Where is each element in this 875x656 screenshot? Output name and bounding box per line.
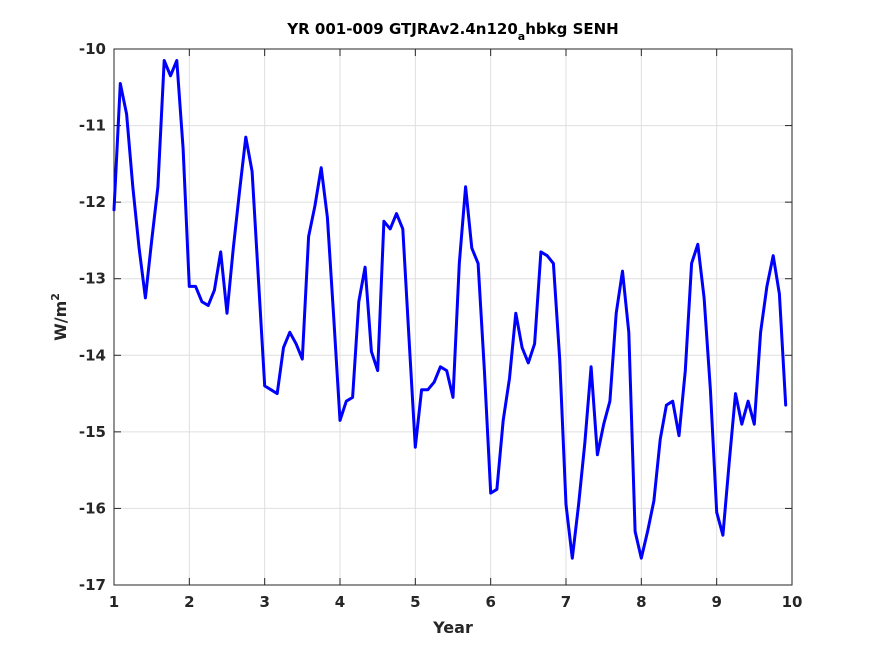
x-tick-label: 6 (485, 593, 495, 611)
chart-title: YR 001-009 GTJRAv2.4n120ahbkg SENH (286, 20, 618, 43)
x-tick-label: 3 (259, 593, 269, 611)
chart-title-subscript: a (518, 30, 525, 43)
y-tick-label: -17 (79, 576, 106, 594)
y-tick-label: -11 (79, 117, 106, 135)
y-tick-label: -16 (79, 499, 106, 517)
x-tick-label: 4 (335, 593, 345, 611)
y-tick-label: -13 (79, 270, 106, 288)
series-line (112, 59, 788, 560)
y-axis-label-base: W/m (51, 301, 70, 341)
x-tick-label: 9 (711, 593, 721, 611)
chart-title-tail: hbkg SENH (525, 20, 619, 38)
y-axis-label: W/m2 (49, 293, 70, 341)
x-tick-label: 8 (636, 593, 646, 611)
y-tick-label: -14 (79, 346, 106, 364)
x-tick-labels: 1 2 3 4 5 6 7 8 9 10 (109, 593, 803, 611)
y-tick-label: -10 (79, 40, 106, 58)
y-tick-label: -15 (79, 423, 106, 441)
plot-background (114, 49, 792, 585)
y-tick-labels: -17 -16 -15 -14 -13 -12 -11 -10 (79, 40, 106, 594)
x-tick-label: 7 (561, 593, 571, 611)
chart-title-main: YR 001-009 GTJRAv2.4n120 (286, 20, 518, 38)
x-tick-label: 5 (410, 593, 420, 611)
y-tick-label: -12 (79, 193, 106, 211)
x-axis-label: Year (432, 618, 473, 637)
y-axis-label-exponent: 2 (49, 293, 62, 301)
x-tick-label: 1 (109, 593, 119, 611)
tick-marks (113, 48, 793, 586)
x-tick-label: 10 (782, 593, 803, 611)
plot-frame (113, 48, 793, 586)
x-tick-label: 2 (184, 593, 194, 611)
